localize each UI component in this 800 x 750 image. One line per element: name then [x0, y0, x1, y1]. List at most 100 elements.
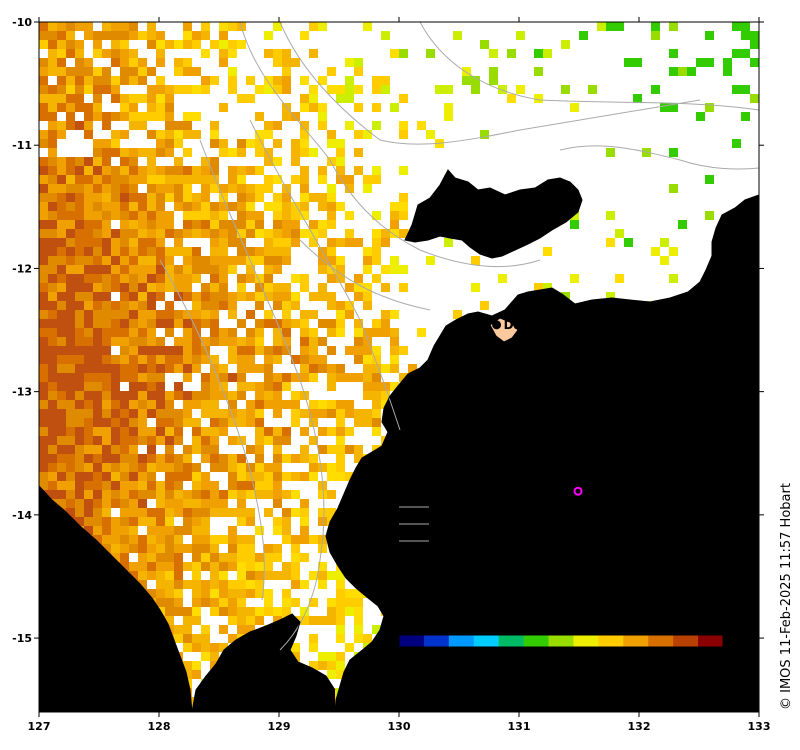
- sst-cell: [255, 391, 264, 400]
- sst-cell: [156, 148, 165, 157]
- sst-cell: [156, 40, 165, 49]
- sst-cell: [183, 175, 192, 184]
- sst-cell: [255, 166, 264, 175]
- sst-cell: [84, 391, 93, 400]
- sst-cell: [57, 346, 66, 355]
- sst-cell: [48, 283, 57, 292]
- sst-cell: [633, 94, 642, 103]
- sst-cell: [255, 148, 264, 157]
- sst-cell: [300, 526, 309, 535]
- sst-cell: [84, 364, 93, 373]
- sst-cell: [66, 391, 75, 400]
- sst-cell: [426, 256, 435, 265]
- sst-cell: [192, 445, 201, 454]
- sst-cell: [102, 229, 111, 238]
- sst-cell: [39, 310, 48, 319]
- sst-cell: [336, 148, 345, 157]
- sst-cell: [300, 553, 309, 562]
- sst-cell: [165, 256, 174, 265]
- colorbar-tick-label: -3: [393, 654, 404, 665]
- sst-cell: [147, 382, 156, 391]
- sst-cell: [57, 265, 66, 274]
- sst-cell: [273, 211, 282, 220]
- sst-cell: [228, 202, 237, 211]
- sst-cell: [111, 535, 120, 544]
- sst-cell: [57, 76, 66, 85]
- sst-cell: [192, 166, 201, 175]
- sst-cell: [84, 220, 93, 229]
- sst-cell: [111, 319, 120, 328]
- sst-cell: [417, 121, 426, 130]
- sst-cell: [246, 76, 255, 85]
- sst-cell: [336, 202, 345, 211]
- sst-cell: [345, 211, 354, 220]
- sst-cell: [39, 211, 48, 220]
- sst-cell: [273, 328, 282, 337]
- sst-cell: [111, 166, 120, 175]
- sst-cell: [66, 301, 75, 310]
- sst-cell: [84, 355, 93, 364]
- sst-cell: [237, 562, 246, 571]
- sst-cell: [156, 229, 165, 238]
- sst-cell: [147, 112, 156, 121]
- sst-cell: [39, 229, 48, 238]
- sst-cell: [228, 22, 237, 31]
- sst-cell: [102, 454, 111, 463]
- sst-cell: [237, 454, 246, 463]
- sst-cell: [237, 175, 246, 184]
- sst-cell: [318, 319, 327, 328]
- sst-cell: [183, 166, 192, 175]
- sst-cell: [309, 616, 318, 625]
- sst-cell: [336, 94, 345, 103]
- sst-cell: [300, 616, 309, 625]
- sst-cell: [129, 121, 138, 130]
- sst-cell: [606, 211, 615, 220]
- sst-cell: [255, 184, 264, 193]
- sst-cell: [174, 292, 183, 301]
- sst-cell: [471, 283, 480, 292]
- sst-cell: [210, 292, 219, 301]
- sst-cell: [39, 193, 48, 202]
- sst-cell: [219, 373, 228, 382]
- sst-cell: [255, 571, 264, 580]
- sst-cell: [273, 238, 282, 247]
- sst-cell: [669, 184, 678, 193]
- sst-cell: [426, 130, 435, 139]
- map-title-line2: 03 Feb 2025: [580, 363, 677, 379]
- sst-cell: [156, 589, 165, 598]
- sst-cell: [264, 256, 273, 265]
- sst-cell: [66, 490, 75, 499]
- sst-cell: [66, 382, 75, 391]
- sst-cell: [291, 535, 300, 544]
- sst-cell: [273, 463, 282, 472]
- sst-cell: [705, 175, 714, 184]
- lon-tick-label: 131: [508, 720, 531, 733]
- sst-cell: [264, 121, 273, 130]
- sst-cell: [210, 427, 219, 436]
- sst-cell: [93, 535, 102, 544]
- sst-cell: [228, 301, 237, 310]
- sst-cell: [255, 481, 264, 490]
- sst-cell: [39, 346, 48, 355]
- sst-cell: [39, 166, 48, 175]
- sst-cell: [219, 454, 228, 463]
- sst-cell: [291, 301, 300, 310]
- sst-cell: [354, 418, 363, 427]
- sst-cell: [651, 22, 660, 31]
- sst-cell: [84, 211, 93, 220]
- sst-cell: [147, 508, 156, 517]
- sst-cell: [147, 562, 156, 571]
- sst-cell: [192, 112, 201, 121]
- sst-cell: [318, 229, 327, 238]
- sst-cell: [156, 247, 165, 256]
- sst-cell: [300, 31, 309, 40]
- sst-cell: [273, 400, 282, 409]
- sst-cell: [93, 409, 102, 418]
- sst-cell: [138, 328, 147, 337]
- sst-cell: [174, 499, 183, 508]
- sst-cell: [291, 490, 300, 499]
- sst-cell: [147, 247, 156, 256]
- sst-cell: [318, 571, 327, 580]
- sst-cell: [129, 229, 138, 238]
- sst-cell: [219, 535, 228, 544]
